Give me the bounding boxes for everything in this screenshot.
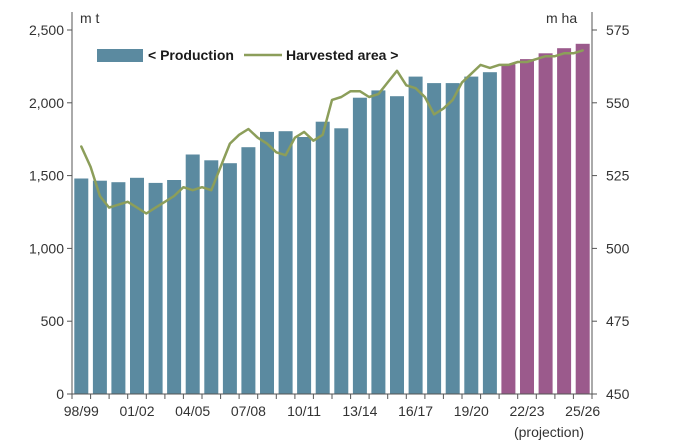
- x-tick-label: 25/26: [565, 403, 600, 419]
- x-tick-label: 19/20: [454, 403, 489, 419]
- x-tick-label: 04/05: [175, 403, 210, 419]
- bar-19-20: [464, 76, 479, 394]
- right-tick-label: 500: [606, 240, 630, 256]
- left-tick-label: 1,500: [29, 168, 64, 184]
- right-tick-label: 475: [606, 313, 630, 329]
- legend-area-label: Harvested area >: [286, 47, 398, 63]
- right-tick-label: 550: [606, 95, 630, 111]
- bar-07-08: [241, 147, 256, 394]
- bar-23-24: [538, 53, 553, 395]
- bar-20-21: [482, 72, 497, 394]
- bar-06-07: [222, 163, 237, 394]
- bar-03-04: [167, 180, 182, 394]
- line-layer: [80, 49, 584, 215]
- bar-12-13: [334, 128, 349, 395]
- left-tick-label: 2,000: [29, 95, 64, 111]
- x-tick-label: 13/14: [342, 403, 377, 419]
- bar-25-26: [575, 43, 590, 395]
- bars-layer: [74, 43, 590, 395]
- x-tick-label: 07/08: [231, 403, 266, 419]
- bar-21-22: [501, 64, 516, 394]
- left-axis-unit: m t: [80, 10, 100, 26]
- harvested-area-line: [80, 49, 584, 215]
- bar-15-16: [390, 96, 404, 394]
- left-tick-label: 1,000: [29, 240, 64, 256]
- x-tick-label: 01/02: [119, 403, 154, 419]
- bar-13-14: [352, 97, 367, 394]
- bar-98-99: [74, 178, 89, 394]
- left-tick-label: 2,500: [29, 22, 64, 38]
- legend: < Production Harvested area >: [97, 47, 398, 63]
- bar-04-05: [185, 154, 200, 394]
- bar-11-12: [315, 121, 330, 394]
- projection-note: (projection): [514, 424, 584, 440]
- right-tick-label: 450: [606, 386, 630, 402]
- bar-05-06: [204, 160, 219, 394]
- x-tick-label: 10/11: [287, 403, 321, 419]
- bar-00-01: [111, 182, 126, 394]
- ticks-layer: 0 500 1,000 1,500 2,000 2,500 450 475 500 525 550 5…: [29, 22, 630, 419]
- x-tick-label: 98/99: [64, 403, 99, 419]
- bar-02-03: [148, 182, 163, 394]
- left-tick-label: 0: [56, 386, 64, 402]
- bar-18-19: [445, 83, 460, 394]
- x-tick-label: 16/17: [398, 403, 433, 419]
- bar-22-23: [520, 59, 534, 394]
- bar-99-00: [92, 180, 107, 394]
- right-tick-label: 525: [606, 168, 630, 184]
- right-tick-label: 575: [606, 22, 630, 38]
- bar-17-18: [427, 83, 442, 394]
- x-tick-label: 22/23: [509, 403, 544, 419]
- bar-09-10: [278, 131, 293, 394]
- bar-08-09: [260, 131, 274, 394]
- legend-production-swatch: [97, 49, 143, 62]
- bar-01-02: [130, 177, 144, 394]
- bar-24-25: [557, 48, 572, 394]
- legend-production-label: < Production: [148, 47, 234, 63]
- axes-layer: [71, 12, 593, 399]
- right-axis-unit: m ha: [546, 10, 577, 26]
- bar-16-17: [408, 76, 423, 394]
- bar-14-15: [371, 90, 386, 395]
- left-tick-label: 500: [41, 313, 65, 329]
- bar-10-11: [297, 137, 312, 394]
